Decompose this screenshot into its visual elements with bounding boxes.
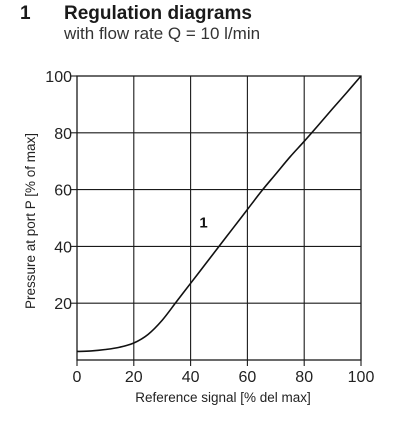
annotation-layer: 1 (199, 214, 207, 231)
plot-frame (76, 75, 362, 361)
figure-subtitle: with flow rate Q = 10 l/min (64, 24, 261, 43)
x-axis-title: Reference signal [% del max] (135, 390, 311, 405)
figure-number: 1 (20, 3, 31, 24)
y-axis: 20 40 60 80 100 (45, 69, 77, 313)
x-axis: 0 20 40 60 80 100 (73, 360, 375, 386)
y-tick-label-60: 60 (54, 183, 72, 200)
y-axis-title: Pressure at port P [% of max] (23, 133, 38, 309)
y-tick-label-20: 20 (54, 296, 72, 313)
x-tick-label-40: 40 (182, 369, 200, 386)
series-line-1 (76, 75, 362, 353)
x-tick-label-100: 100 (348, 369, 375, 386)
x-tick-label-80: 80 (295, 369, 313, 386)
series-layer (76, 75, 362, 353)
y-tick-label-100: 100 (45, 69, 72, 86)
y-tick-label-80: 80 (54, 126, 72, 143)
curve-label-1: 1 (199, 214, 207, 231)
x-tick-label-0: 0 (73, 369, 82, 386)
figure-title: Regulation diagrams (64, 3, 252, 24)
grid (77, 76, 361, 360)
x-tick-label-20: 20 (125, 369, 143, 386)
y-tick-label-40: 40 (54, 239, 72, 256)
x-tick-label-60: 60 (239, 369, 257, 386)
